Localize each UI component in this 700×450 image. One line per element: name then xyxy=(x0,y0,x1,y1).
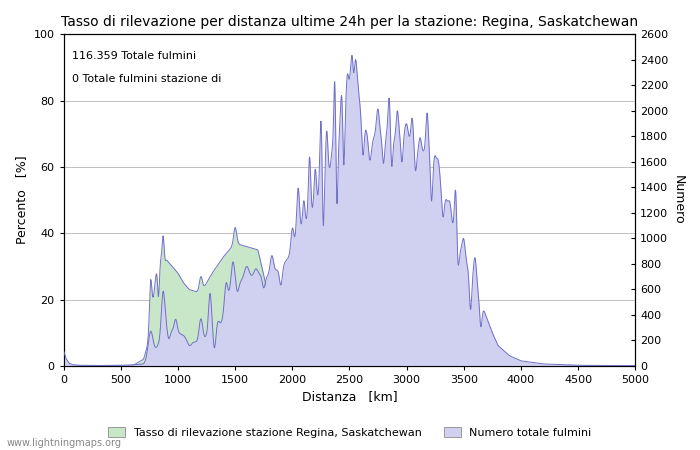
Text: 0 Totale fulmini stazione di: 0 Totale fulmini stazione di xyxy=(72,74,221,84)
Text: www.lightningmaps.org: www.lightningmaps.org xyxy=(7,438,122,448)
Title: Tasso di rilevazione per distanza ultime 24h per la stazione: Regina, Saskatchew: Tasso di rilevazione per distanza ultime… xyxy=(61,15,638,29)
Text: 116.359 Totale fulmini: 116.359 Totale fulmini xyxy=(72,51,196,61)
X-axis label: Distanza   [km]: Distanza [km] xyxy=(302,391,397,404)
Y-axis label: Percento   [%]: Percento [%] xyxy=(15,156,28,244)
Legend: Tasso di rilevazione stazione Regina, Saskatchewan, Numero totale fulmini: Tasso di rilevazione stazione Regina, Sa… xyxy=(104,423,596,442)
Y-axis label: Numero: Numero xyxy=(672,176,685,225)
